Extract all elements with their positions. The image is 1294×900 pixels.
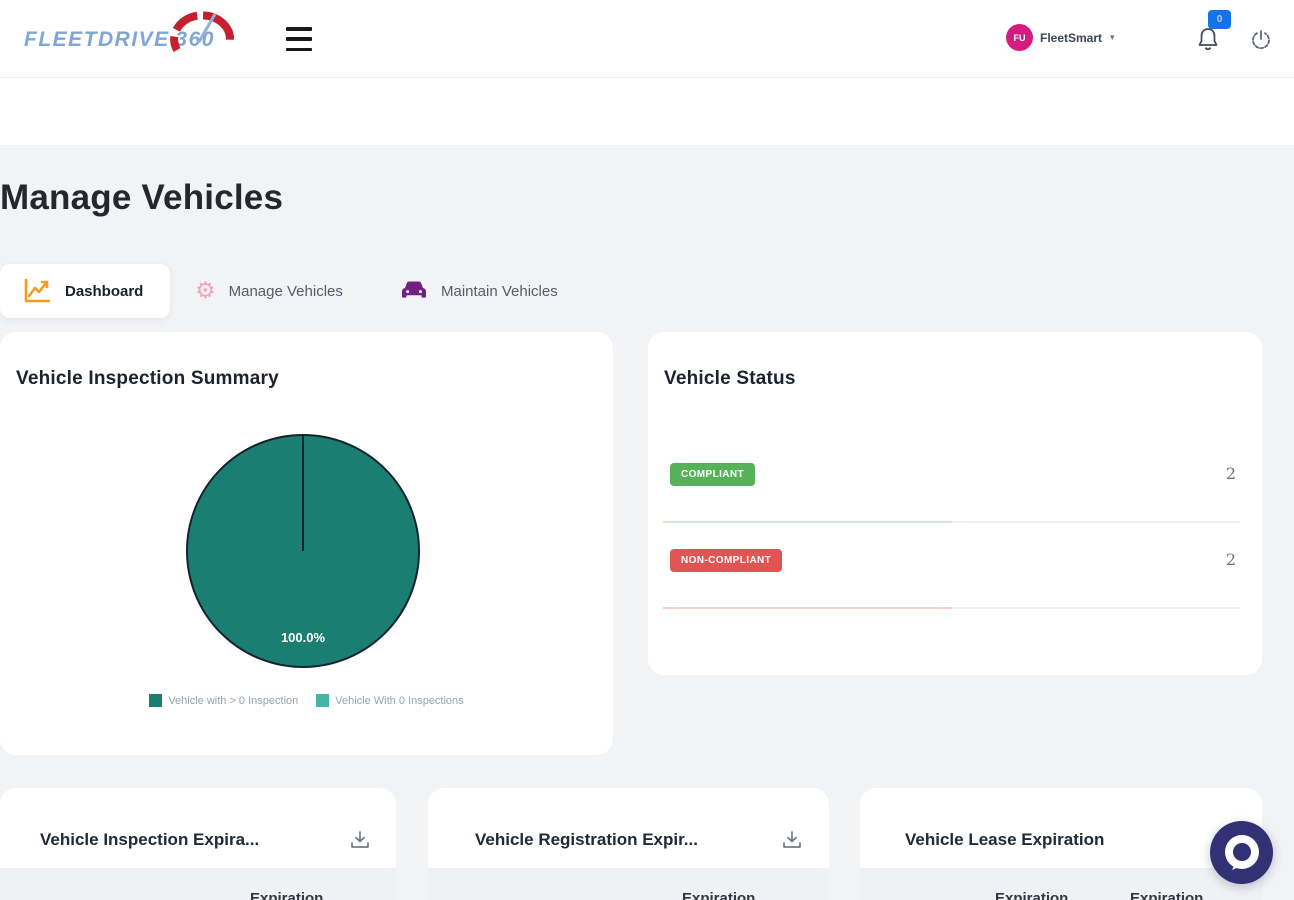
menu-bar <box>286 27 312 31</box>
status-progress-bar <box>663 521 1240 523</box>
top-navbar: FLEETDRIVE 360 FU FleetSmart ▾ 0 <box>0 0 1294 78</box>
status-count: 2 <box>1225 464 1236 483</box>
vehicle-inspection-summary-card: Vehicle Inspection Summary 100.0% Vehicl… <box>0 332 613 755</box>
bell-icon <box>1198 28 1218 50</box>
column-header: Expiration <box>682 890 756 900</box>
pie-legend: Vehicle with > 0 Inspection Vehicle With… <box>0 694 613 707</box>
tab-label: Maintain Vehicles <box>441 282 558 300</box>
legend-label: Vehicle With 0 Inspections <box>335 694 464 707</box>
column-header: Expiration <box>1130 890 1204 900</box>
vehicle-inspection-expiration-card: Vehicle Inspection Expira... Expiration <box>0 788 396 900</box>
download-button[interactable] <box>348 828 372 852</box>
chat-launcher-button[interactable] <box>1210 821 1273 884</box>
power-icon <box>1252 30 1270 50</box>
vehicle-lease-expiration-card: Vehicle Lease Expiration Expiration Expi… <box>860 788 1262 900</box>
logout-button[interactable] <box>1250 29 1272 51</box>
tab-label: Dashboard <box>65 282 144 300</box>
status-progress-fill <box>663 521 952 523</box>
notification-badge: 0 <box>1208 10 1231 29</box>
tab-dashboard[interactable]: Dashboard <box>0 264 170 318</box>
menu-bar <box>286 47 312 51</box>
download-icon <box>783 831 801 848</box>
download-icon <box>351 831 369 848</box>
avatar: FU <box>1006 24 1033 51</box>
menu-bar <box>286 37 312 41</box>
pie-data-label: 100.0% <box>280 630 326 645</box>
car-icon <box>402 281 426 298</box>
vehicle-status-card: Vehicle Status COMPLIANT 2 NON-COMPLIANT… <box>648 332 1262 675</box>
legend-item: Vehicle With 0 Inspections <box>316 694 464 707</box>
card-title: Vehicle Status <box>664 368 796 389</box>
vehicle-registration-expiration-card: Vehicle Registration Expir... Expiration <box>428 788 829 900</box>
gear-icon: ⚙ <box>195 277 216 304</box>
tab-maintain-vehicles[interactable]: Maintain Vehicles <box>400 264 558 318</box>
chat-bubble-icon <box>1224 834 1259 870</box>
report-table-area: Expiration <box>428 868 829 900</box>
chart-icon <box>24 278 51 303</box>
menu-button[interactable] <box>286 27 312 51</box>
status-badge-compliant: COMPLIANT <box>670 463 756 486</box>
column-header: Expiration <box>995 890 1069 900</box>
card-title: Vehicle Lease Expiration <box>905 830 1105 849</box>
status-progress-bar <box>663 607 1240 609</box>
report-table-area: Expiration Expiration <box>860 868 1262 900</box>
status-badge-non-compliant: NON-COMPLIANT <box>670 549 783 572</box>
status-progress-fill <box>663 607 952 609</box>
card-title: Vehicle Inspection Expira... <box>40 830 260 849</box>
card-title: Vehicle Inspection Summary <box>16 368 279 389</box>
legend-swatch <box>316 694 330 707</box>
card-title: Vehicle Registration Expir... <box>475 830 698 849</box>
chevron-down-icon: ▾ <box>1110 32 1115 42</box>
user-name: FleetSmart <box>1040 30 1103 45</box>
logo[interactable]: FLEETDRIVE 360 <box>24 11 235 60</box>
pie-slice-divider <box>302 436 304 551</box>
download-button[interactable] <box>780 828 804 852</box>
legend-swatch <box>149 694 163 707</box>
status-count: 2 <box>1225 550 1236 569</box>
legend-label: Vehicle with > 0 Inspection <box>168 694 299 707</box>
notifications-button[interactable]: 0 <box>1196 10 1231 52</box>
user-menu[interactable]: FU FleetSmart ▾ <box>1006 24 1115 51</box>
legend-item: Vehicle with > 0 Inspection <box>149 694 298 707</box>
tab-manage-vehicles[interactable]: ⚙ Manage Vehicles <box>195 264 343 318</box>
tab-label: Manage Vehicles <box>228 282 343 300</box>
report-table-area: Expiration <box>0 868 396 900</box>
column-header: Expiration <box>250 890 324 900</box>
logo-speedometer-icon <box>170 11 235 52</box>
page-title: Manage Vehicles <box>0 178 284 217</box>
